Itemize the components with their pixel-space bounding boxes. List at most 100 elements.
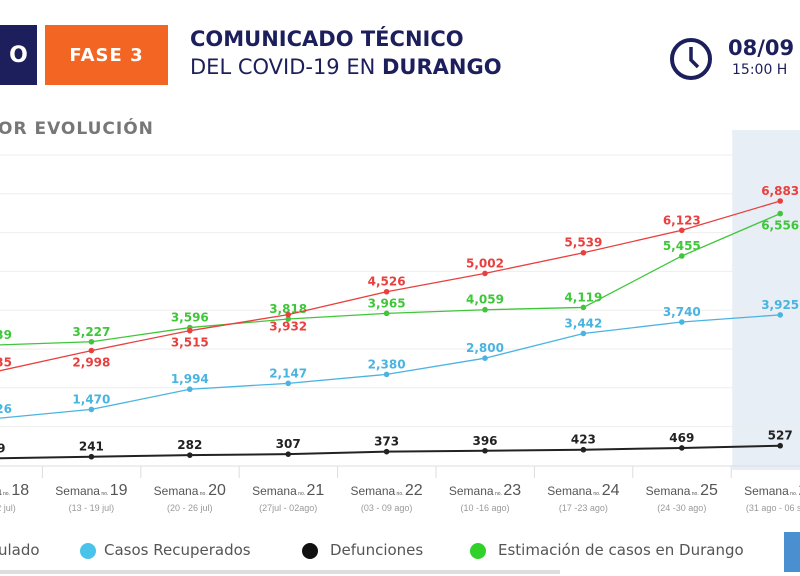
data-point-recuperados xyxy=(777,312,783,318)
data-point-estimacion xyxy=(580,304,587,311)
category-label: Semana no. 18 xyxy=(0,482,29,499)
legend-label-estimacion: Estimación de casos en Durango xyxy=(498,541,744,559)
category-range: (17 -23 ago) xyxy=(559,503,608,513)
category-label: Semana no. 21 xyxy=(252,482,324,499)
data-label-estimacion: 5,455 xyxy=(663,239,701,253)
data-label-defunciones: 396 xyxy=(472,434,497,448)
data-point-confirmados xyxy=(88,347,95,354)
category-label: Semana no. 23 xyxy=(449,482,521,499)
legend: ulado Casos Recuperados Defunciones Esti… xyxy=(0,540,800,562)
data-point-estimacion xyxy=(777,210,783,217)
data-point-defunciones xyxy=(482,447,488,454)
data-label-recuperados: 3,442 xyxy=(564,316,602,330)
data-label-defunciones: 423 xyxy=(571,433,596,447)
category-range: (31 ago - 06 sep) xyxy=(746,503,800,513)
section-title: OR EVOLUCIÓN xyxy=(0,119,154,139)
legend-label-defunciones: Defunciones xyxy=(330,541,424,559)
data-label-estimacion: 6,556 xyxy=(761,219,799,233)
highlight-band xyxy=(732,130,800,470)
legend-dot-recuperados xyxy=(80,543,96,559)
category-range: (13 - 19 jul) xyxy=(69,503,115,513)
data-point-estimacion xyxy=(285,316,292,322)
data-label-confirmados: 2,435 xyxy=(0,355,12,369)
data-point-confirmados xyxy=(482,270,488,277)
data-point-defunciones xyxy=(580,446,587,453)
data-point-confirmados xyxy=(777,198,783,204)
data-point-confirmados xyxy=(383,288,390,295)
category-range: (20 - 26 jul) xyxy=(167,503,213,513)
page-title: COMUNICADO TÉCNICO xyxy=(190,27,464,51)
category-label: Semana no. 22 xyxy=(350,482,422,499)
data-point-confirmados xyxy=(580,249,587,256)
data-point-estimacion xyxy=(482,306,488,313)
category-label: Semana no. 19 xyxy=(55,482,127,499)
category-range: (24 -30 ago) xyxy=(657,503,706,513)
data-label-estimacion: 3,139 xyxy=(0,328,12,342)
logo: O xyxy=(0,25,37,85)
data-label-defunciones: 469 xyxy=(669,431,694,445)
data-label-recuperados: 1,470 xyxy=(72,392,110,406)
category-label: Semana no. 24 xyxy=(547,482,619,499)
category-range: (10 -16 ago) xyxy=(460,503,509,513)
data-label-recuperados: 2,800 xyxy=(466,341,504,355)
data-label-confirmados: 3,932 xyxy=(269,320,307,334)
data-point-estimacion xyxy=(88,338,95,345)
data-point-recuperados xyxy=(187,386,193,393)
data-point-confirmados xyxy=(285,311,292,318)
category-range: (27jul - 02ago) xyxy=(259,503,317,513)
data-point-defunciones xyxy=(187,452,193,458)
data-label-recuperados: 2,380 xyxy=(368,357,406,371)
data-label-defunciones: 527 xyxy=(768,429,793,443)
data-label-confirmados: 2,998 xyxy=(72,356,110,370)
clock-icon xyxy=(670,38,712,80)
category-label: Semana no. 26 xyxy=(744,482,800,499)
data-point-recuperados xyxy=(383,371,390,378)
data-label-defunciones: 282 xyxy=(177,438,202,452)
data-point-defunciones xyxy=(679,445,685,451)
data-label-defunciones: 307 xyxy=(276,437,301,451)
data-label-confirmados: 3,515 xyxy=(171,336,209,350)
data-label-defunciones: 199 xyxy=(0,441,6,455)
data-label-recuperados: 1,226 xyxy=(0,402,12,416)
subtitle-prefix: DEL COVID-19 EN xyxy=(190,55,382,79)
data-label-estimacion: 3,227 xyxy=(72,325,110,339)
data-label-estimacion: 4,119 xyxy=(564,290,602,304)
data-point-recuperados xyxy=(679,319,685,325)
evolution-chart: Semana no. 18 (06 - 12 jul) Semana no. 19 (… xyxy=(0,130,800,513)
category-range: (03 - 09 ago) xyxy=(361,503,413,513)
data-label-recuperados: 2,147 xyxy=(269,366,307,380)
data-point-estimacion xyxy=(383,310,390,317)
data-label-defunciones: 373 xyxy=(374,435,399,449)
phase-badge: FASE 3 xyxy=(45,25,168,85)
category-label: Semana no. 20 xyxy=(154,482,226,499)
data-point-defunciones xyxy=(383,448,390,455)
data-label-estimacion: 4,059 xyxy=(466,293,504,307)
data-label-estimacion: 3,596 xyxy=(171,311,209,325)
data-point-defunciones xyxy=(285,451,292,457)
data-label-recuperados: 1,994 xyxy=(171,372,209,386)
data-point-estimacion xyxy=(679,253,685,259)
legend-dot-estimacion xyxy=(470,543,486,559)
data-label-confirmados: 6,123 xyxy=(663,213,701,227)
category-label: Semana no. 25 xyxy=(646,482,718,499)
data-label-confirmados: 5,002 xyxy=(466,256,504,270)
legend-label-confirmados: ulado xyxy=(0,541,40,559)
corner-badge xyxy=(784,532,800,572)
report-hour: 15:00 H xyxy=(732,62,788,78)
footnote xyxy=(0,570,560,574)
data-label-recuperados: 3,740 xyxy=(663,305,701,319)
data-label-confirmados: 6,883 xyxy=(761,184,799,198)
data-label-recuperados: 3,925 xyxy=(761,298,799,312)
subtitle-bold: DURANGO xyxy=(382,55,502,79)
page-subtitle: DEL COVID-19 EN DURANGO xyxy=(190,55,502,79)
data-point-confirmados xyxy=(679,227,685,234)
data-label-estimacion: 3,965 xyxy=(368,296,406,310)
data-label-confirmados: 5,539 xyxy=(564,236,602,250)
category-range: (06 - 12 jul) xyxy=(0,503,16,513)
data-point-recuperados xyxy=(88,406,95,413)
legend-label-recuperados: Casos Recuperados xyxy=(104,541,251,559)
data-point-recuperados xyxy=(580,330,587,337)
data-point-recuperados xyxy=(482,355,488,362)
data-point-defunciones xyxy=(777,442,783,449)
data-point-defunciones xyxy=(88,453,95,460)
